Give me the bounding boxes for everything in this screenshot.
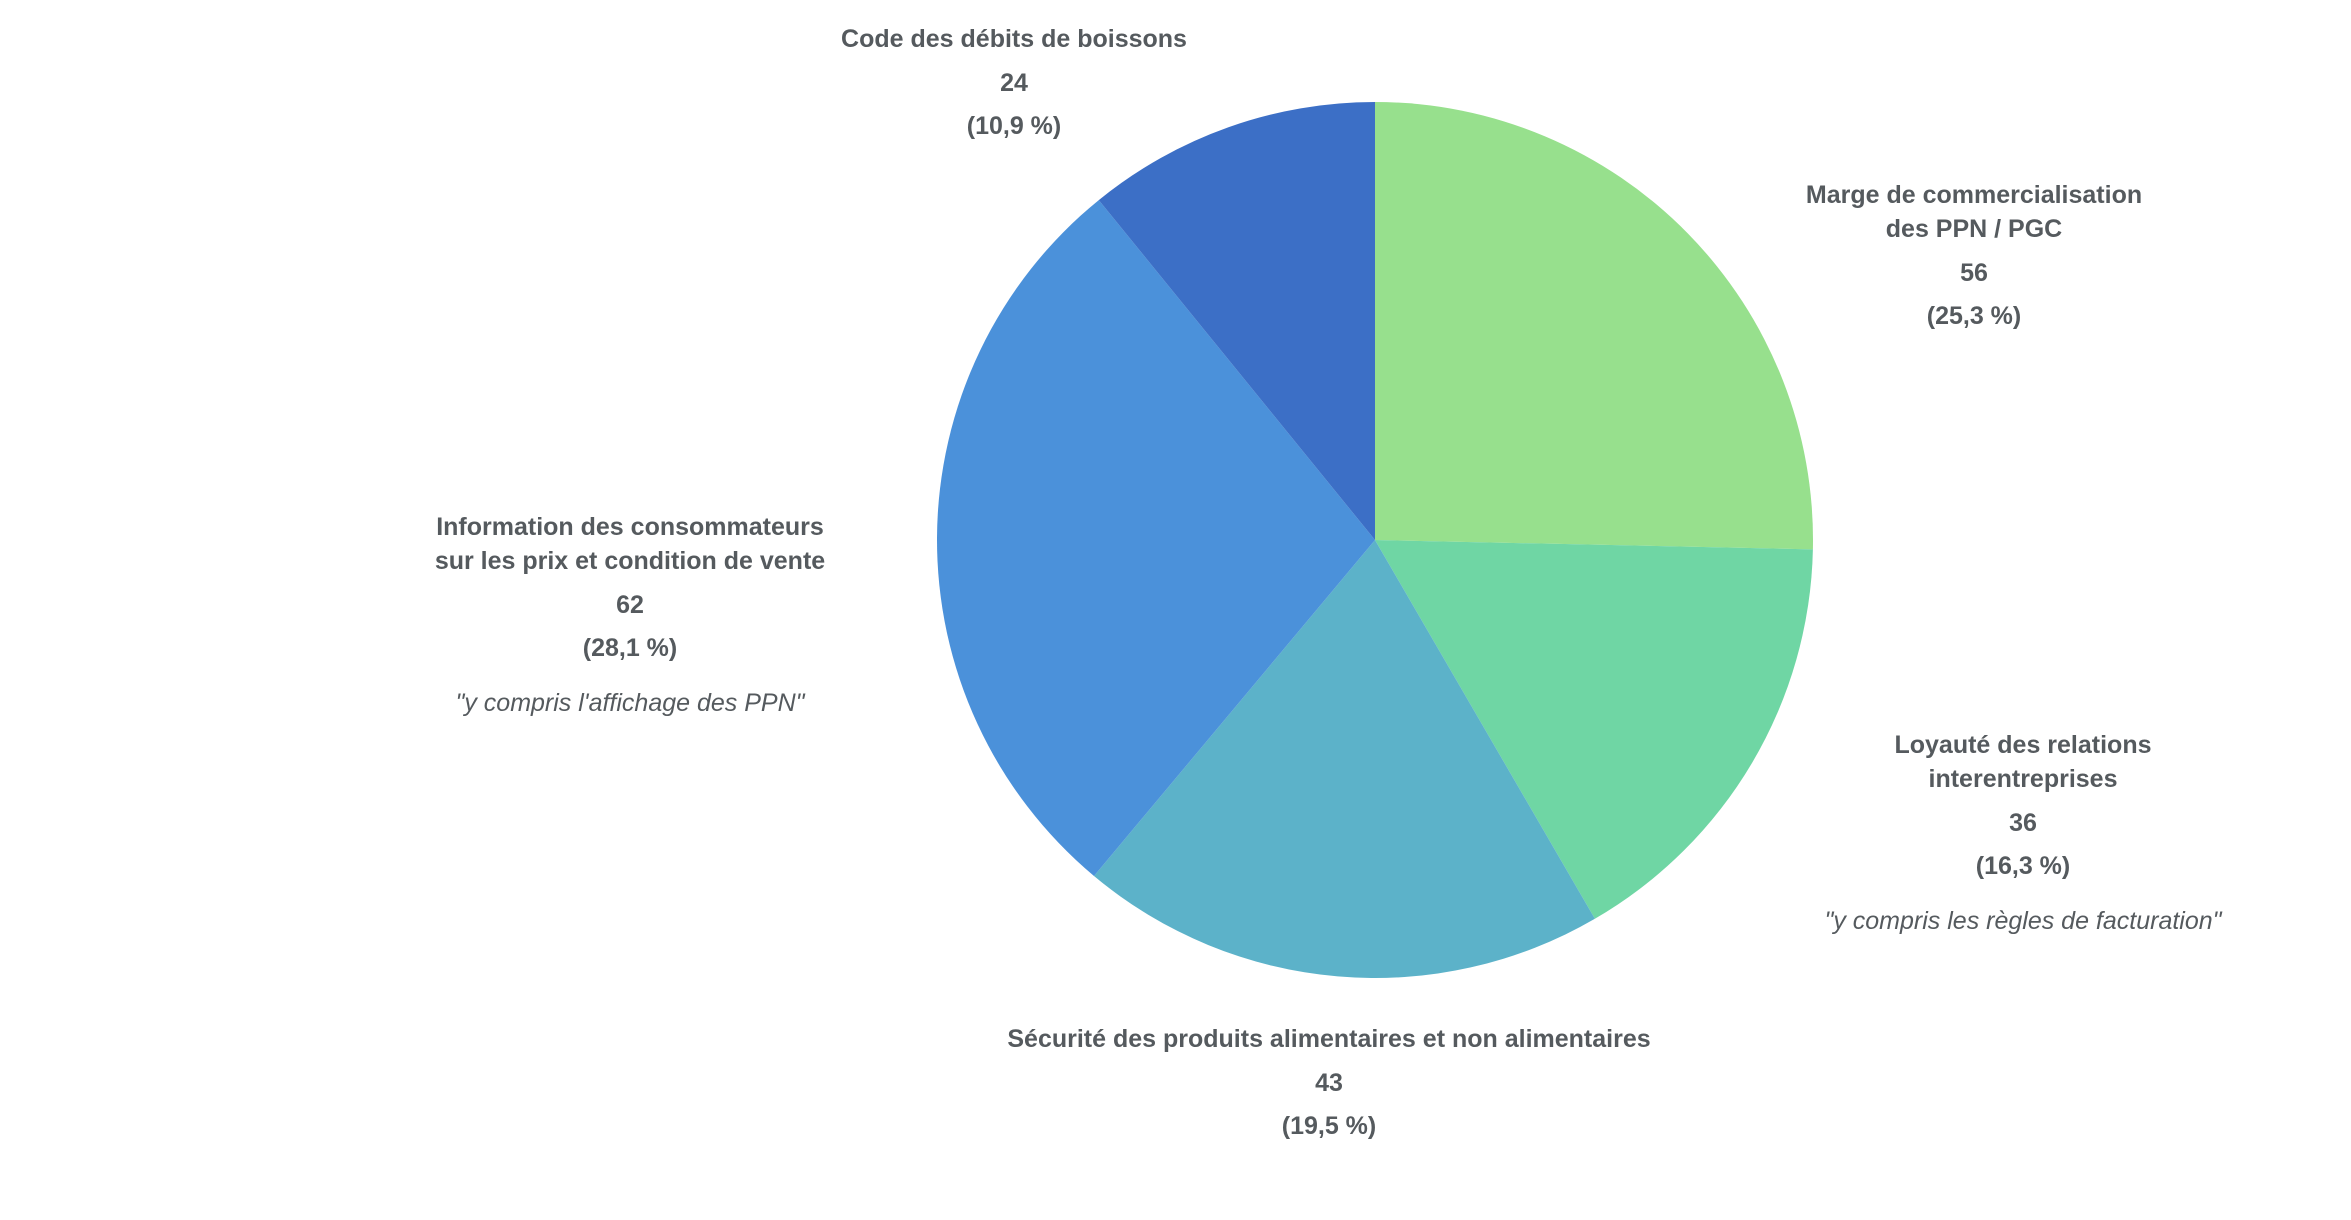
note-label: "y compris l'affichage des PPN"	[455, 689, 805, 717]
percent-label: (25,3 %)	[1926, 302, 2022, 330]
slice-label: Information des consommateurs sur les pr…	[435, 510, 825, 725]
slice-label: Sécurité des produits alimentaires et no…	[1007, 1022, 1650, 1148]
slice-label: Code des débits de boissons 24 (10,9 %)	[841, 22, 1187, 148]
value-label: 56	[1960, 259, 1988, 287]
note-label: "y compris les règles de facturation"	[1824, 907, 2222, 935]
value-label: 36	[2009, 809, 2037, 837]
slice-label: Marge de commercialisation des PPN / PGC…	[1786, 178, 2163, 338]
value-label: 43	[1315, 1069, 1343, 1097]
percent-label: (28,1 %)	[582, 634, 678, 662]
percent-label: (16,3 %)	[1975, 852, 2071, 880]
value-label: 62	[616, 591, 644, 619]
percent-label: (19,5 %)	[1281, 1112, 1377, 1140]
percent-label: (10,9 %)	[966, 112, 1062, 140]
category-label: Loyauté des relations interentreprises	[1894, 731, 2152, 793]
category-label: Marge de commercialisation des PPN / PGC	[1805, 181, 2143, 243]
category-label: Sécurité des produits alimentaires et no…	[1007, 1025, 1651, 1053]
value-label: 24	[1000, 69, 1028, 97]
category-label: Code des débits de boissons	[841, 25, 1187, 53]
pie-slice	[1375, 102, 1813, 550]
pie-slice	[1098, 102, 1375, 540]
pie-slice	[1375, 540, 1813, 919]
slice-label: Loyauté des relations interentreprises 36…	[1824, 728, 2221, 943]
pie-slice	[937, 200, 1375, 876]
pie-slice	[1093, 540, 1595, 978]
category-label: Information des consommateurs sur les pr…	[434, 513, 826, 575]
